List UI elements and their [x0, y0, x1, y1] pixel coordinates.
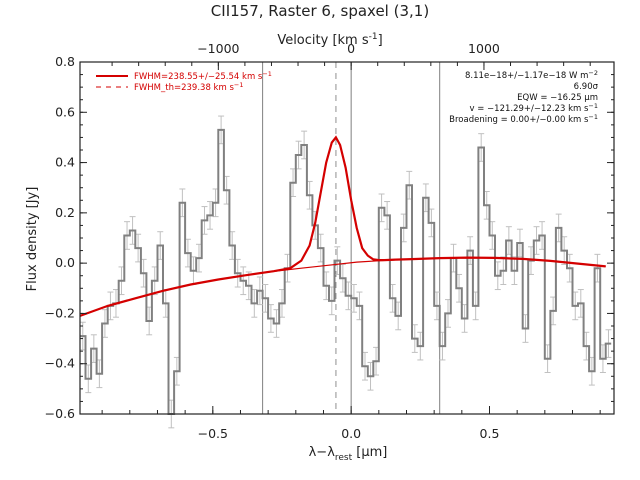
legend-label-fwhm: FWHM=238.55+/−25.54 km s−1 — [134, 70, 272, 82]
legend-label-fwhm-th-sup: −1 — [234, 81, 244, 89]
y-tick-label: 0.0 — [55, 255, 75, 270]
annotations: 8.11e−18+/−1.17e−18 W m−2 6.90σ EQW = −1… — [449, 69, 598, 125]
annotation-flux-sup: −2 — [588, 69, 598, 77]
series-spectrum — [80, 128, 612, 415]
annotation-flux: 8.11e−18+/−1.17e−18 W m−2 — [465, 69, 598, 81]
reference-lines — [262, 62, 441, 414]
chart-title: CII157, Raster 6, spaxel (3,1) — [211, 2, 429, 20]
annotation-broadening: Broadening = 0.00+/−0.00 km s−1 — [449, 113, 598, 125]
x-axis-label-main: λ−λ — [309, 445, 336, 460]
top-axis-label-main: Velocity [km s — [277, 33, 369, 48]
annotation-broadening-text: Broadening = 0.00+/−0.00 km s — [449, 115, 589, 125]
annotation-velocity-sup: −1 — [588, 102, 598, 110]
y-axis-label: Flux density [Jy] — [25, 187, 40, 292]
top-axis-label-sup: -1 — [369, 32, 378, 42]
legend-label-fwhm-th-text: FWHM_th=239.38 km s — [134, 83, 234, 93]
series-fit — [79, 135, 606, 317]
annotation-flux-text: 8.11e−18+/−1.17e−18 W m — [465, 71, 588, 81]
annotation-velocity: v = −121.29+/−12.23 km s−1 — [470, 102, 599, 114]
y-tick-label: 0.2 — [55, 205, 75, 220]
legend: FWHM=238.55+/−25.54 km s−1 FWHM_th=239.3… — [96, 70, 272, 93]
legend-label-fwhm-th: FWHM_th=239.38 km s−1 — [134, 81, 243, 93]
error-bars — [79, 115, 612, 429]
top-axis-label-end: ] — [378, 33, 383, 48]
y-tick-label: −0.6 — [45, 406, 75, 421]
x-axis-label-sub: rest — [335, 453, 353, 463]
annotation-sigma: 6.90σ — [574, 82, 599, 92]
legend-label-fwhm-text: FWHM=238.55+/−25.54 km s — [134, 72, 263, 82]
annotation-velocity-text: v = −121.29+/−12.23 km s — [470, 104, 589, 114]
x-axis-label-unit: [μm] — [352, 445, 387, 460]
legend-label-fwhm-sup: −1 — [262, 70, 272, 78]
annotation-broadening-sup: −1 — [588, 113, 598, 121]
series-layer — [79, 128, 612, 415]
tick-labels: −0.6−0.4−0.20.00.20.40.60.8−0.5 0.0 0.5−10… — [45, 41, 500, 441]
x-tick-label: 0.0 — [341, 426, 361, 441]
top-axis-label: Velocity [km s-1] — [277, 32, 382, 48]
top-tick-label: 1000 — [468, 41, 500, 56]
top-tick-label: −1000 — [197, 41, 239, 56]
x-axis-label: λ−λrest [μm] — [309, 445, 388, 463]
y-tick-label: 0.8 — [55, 54, 75, 69]
x-tick-label: 0.5 — [480, 426, 500, 441]
y-tick-label: −0.2 — [45, 305, 75, 320]
y-tick-label: −0.4 — [45, 356, 75, 371]
annotation-eqw: EQW = −16.25 μm — [517, 93, 598, 103]
x-tick-label: −0.5 — [198, 426, 228, 441]
y-tick-label: 0.6 — [55, 104, 75, 119]
top-tick-label: 0 — [347, 41, 355, 56]
y-tick-label: 0.4 — [55, 155, 75, 170]
axes — [79, 61, 615, 415]
